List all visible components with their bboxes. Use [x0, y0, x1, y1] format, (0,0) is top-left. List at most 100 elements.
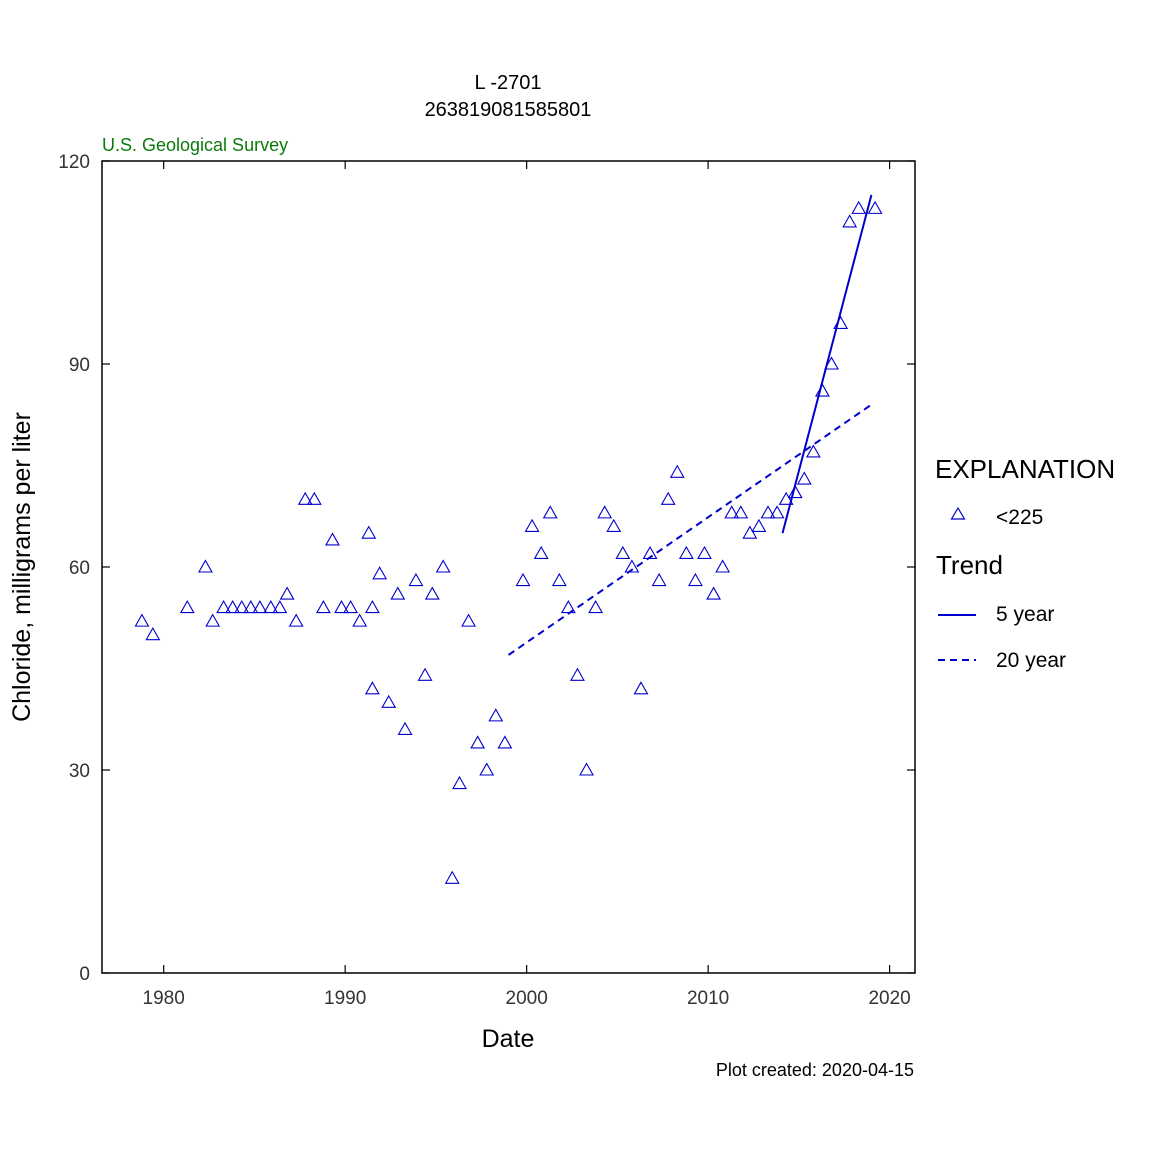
- data-point: [760, 505, 776, 519]
- data-point: [651, 572, 667, 587]
- x-tick-label: 2000: [506, 988, 548, 1009]
- legend-trend-title: Trend: [936, 550, 1003, 580]
- data-point: [751, 518, 767, 532]
- data-point: [297, 491, 313, 505]
- data-point: [579, 762, 594, 776]
- chart-title: L -2701: [474, 72, 541, 94]
- legend-title: EXPLANATION: [935, 454, 1115, 484]
- data-point: [687, 572, 703, 587]
- data-point: [452, 775, 467, 790]
- data-point: [263, 599, 279, 614]
- x-tick-label: 2010: [687, 988, 729, 1009]
- data-point: [778, 491, 794, 505]
- data-point: [669, 464, 685, 478]
- trend-lines: [507, 194, 873, 656]
- data-point: [805, 444, 821, 458]
- data-point: [524, 518, 540, 532]
- data-points: [134, 200, 883, 884]
- legend-20-year-label: 20 year: [996, 649, 1066, 672]
- data-point: [179, 599, 195, 614]
- data-point: [272, 599, 288, 614]
- data-point: [243, 599, 259, 614]
- data-point: [315, 599, 331, 614]
- data-point: [252, 599, 268, 614]
- data-point: [364, 599, 380, 614]
- data-point: [408, 572, 424, 587]
- data-point: [769, 505, 785, 519]
- data-point: [724, 505, 740, 519]
- data-point: [615, 545, 631, 560]
- data-point: [706, 586, 722, 600]
- x-axis-label: Date: [482, 1025, 535, 1053]
- legend-triangle-marker: [950, 506, 966, 520]
- data-point: [742, 525, 758, 539]
- data-point: [624, 559, 640, 573]
- data-point: [417, 667, 433, 681]
- data-point: [497, 735, 513, 749]
- data-point: [444, 870, 460, 884]
- legend-5-year-label: 5 year: [996, 603, 1054, 626]
- data-point: [542, 505, 558, 519]
- trend-20-year-line: [507, 403, 873, 656]
- data-point: [867, 200, 883, 214]
- data-point: [697, 545, 712, 560]
- data-point: [334, 599, 349, 614]
- y-tick-label: 0: [79, 964, 90, 985]
- trend-5-year-line: [781, 194, 873, 534]
- plot-created-note: Plot created: 2020-04-15: [716, 1060, 914, 1080]
- data-point: [597, 505, 613, 519]
- data-point: [842, 214, 858, 228]
- y-tick-label: 30: [69, 761, 90, 782]
- data-point: [234, 599, 250, 614]
- data-point: [343, 599, 359, 614]
- data-point: [361, 525, 377, 539]
- plot-frame: [101, 160, 916, 974]
- x-tick-label: 1980: [143, 988, 185, 1009]
- data-point: [733, 505, 749, 519]
- data-point: [515, 572, 531, 587]
- data-point: [633, 681, 649, 695]
- data-point: [470, 735, 486, 749]
- data-point: [551, 572, 567, 587]
- data-point: [815, 383, 830, 397]
- x-tick-label: 2020: [868, 988, 910, 1009]
- agency-label: U.S. Geological Survey: [102, 135, 288, 155]
- data-point: [352, 613, 368, 627]
- y-tick-label: 90: [69, 355, 90, 376]
- data-point: [678, 545, 694, 560]
- data-point: [787, 484, 803, 499]
- data-point: [390, 586, 406, 600]
- data-point: [606, 518, 622, 532]
- data-point: [279, 586, 295, 600]
- y-axis-label: Chloride, milligrams per liter: [8, 412, 36, 722]
- data-point: [479, 762, 495, 776]
- y-tick-label: 60: [69, 558, 90, 579]
- data-point: [824, 356, 839, 370]
- legend: EXPLANATION <225 Trend 5 year 20 year: [935, 454, 1115, 672]
- data-point: [225, 599, 241, 614]
- data-point: [570, 667, 585, 681]
- axis-ticks: 1980 1990 2000 2010 2020 0 30 60 90 120: [58, 152, 915, 1009]
- data-point: [372, 566, 388, 580]
- data-point: [660, 491, 676, 505]
- data-point: [461, 613, 477, 627]
- data-point: [306, 491, 322, 505]
- data-point: [325, 532, 340, 546]
- data-point: [533, 545, 549, 560]
- y-tick-label: 120: [58, 152, 90, 173]
- data-point: [488, 708, 504, 722]
- x-tick-label: 1990: [324, 988, 366, 1009]
- legend-points-label: <225: [996, 506, 1043, 529]
- data-point: [134, 613, 150, 627]
- data-point: [796, 471, 812, 485]
- data-point: [197, 559, 213, 573]
- data-point: [145, 627, 161, 641]
- data-point: [205, 613, 221, 627]
- data-point: [288, 613, 304, 627]
- data-point: [424, 586, 440, 600]
- data-point: [588, 599, 604, 614]
- data-point: [364, 681, 380, 695]
- chart-subtitle: 263819081585801: [425, 99, 592, 121]
- data-point: [715, 559, 731, 573]
